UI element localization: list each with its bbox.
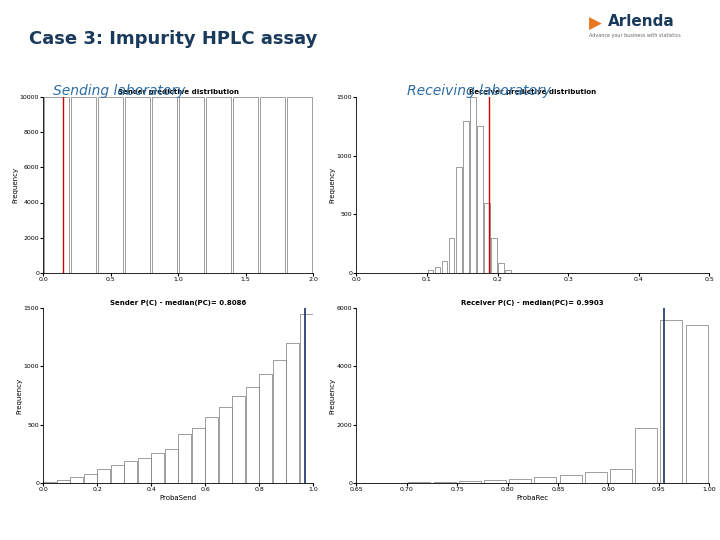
Bar xyxy=(477,126,482,273)
Bar xyxy=(205,417,218,483)
Bar xyxy=(44,97,69,273)
Bar xyxy=(534,477,557,483)
Bar xyxy=(459,481,481,483)
Bar xyxy=(685,325,708,483)
Y-axis label: Frequency: Frequency xyxy=(329,167,336,203)
Bar xyxy=(505,271,511,273)
Bar xyxy=(233,395,246,483)
Bar xyxy=(635,428,657,483)
Bar xyxy=(97,469,110,483)
Bar xyxy=(470,97,476,273)
Bar xyxy=(442,261,447,273)
Bar xyxy=(484,202,490,273)
Text: Sending laboratory: Sending laboratory xyxy=(53,84,185,98)
Bar xyxy=(287,97,312,273)
Bar xyxy=(111,464,124,483)
Bar xyxy=(179,97,204,273)
Text: 20: 20 xyxy=(351,518,369,532)
Text: ▶: ▶ xyxy=(589,15,602,33)
Bar xyxy=(138,457,151,483)
Y-axis label: Frequency: Frequency xyxy=(16,377,22,414)
Bar xyxy=(484,480,506,483)
Bar xyxy=(433,482,456,483)
Bar xyxy=(585,472,607,483)
Bar xyxy=(43,482,56,483)
Bar xyxy=(498,264,504,273)
Title: Receiver P(C) - median(PC)= 0.9903: Receiver P(C) - median(PC)= 0.9903 xyxy=(462,300,604,306)
Y-axis label: Frequency: Frequency xyxy=(329,377,336,414)
Bar xyxy=(219,407,232,483)
Bar xyxy=(610,469,632,483)
Bar xyxy=(125,461,138,483)
Bar xyxy=(408,482,431,483)
Title: Sender predictive distribution: Sender predictive distribution xyxy=(118,90,238,96)
Bar xyxy=(428,271,433,273)
Text: Case 3: Impurity HPLC assay: Case 3: Impurity HPLC assay xyxy=(29,30,318,48)
Bar xyxy=(84,474,97,483)
Bar xyxy=(287,343,300,483)
Bar xyxy=(151,453,164,483)
Bar xyxy=(98,97,123,273)
Title: Receiver predictive distribution: Receiver predictive distribution xyxy=(469,90,596,96)
Bar xyxy=(273,361,286,483)
Bar xyxy=(71,97,96,273)
Bar xyxy=(449,238,454,273)
Title: Sender P(C) - median(PC)= 0.8086: Sender P(C) - median(PC)= 0.8086 xyxy=(110,300,246,306)
Bar xyxy=(463,120,469,273)
Bar xyxy=(300,314,313,483)
Bar xyxy=(509,478,531,483)
Bar xyxy=(491,238,497,273)
Bar xyxy=(559,475,582,483)
Bar xyxy=(260,97,285,273)
X-axis label: ProbaRec: ProbaRec xyxy=(517,495,549,501)
Bar xyxy=(259,375,272,483)
Text: Advance your business with statistics: Advance your business with statistics xyxy=(589,33,680,38)
Bar xyxy=(165,449,178,483)
Bar xyxy=(179,434,192,483)
Bar xyxy=(57,481,70,483)
Bar xyxy=(660,320,683,483)
X-axis label: ProbaSend: ProbaSend xyxy=(160,495,197,501)
Bar xyxy=(125,97,150,273)
Y-axis label: Frequency: Frequency xyxy=(12,167,18,203)
Text: Arlenda: Arlenda xyxy=(608,14,675,29)
Bar xyxy=(192,428,205,483)
Bar xyxy=(456,167,462,273)
Bar xyxy=(152,97,177,273)
Bar xyxy=(435,267,441,273)
Bar xyxy=(233,97,258,273)
Bar xyxy=(71,477,84,483)
Text: Receiving laboratory: Receiving laboratory xyxy=(407,84,551,98)
Bar xyxy=(246,387,259,483)
Bar xyxy=(206,97,231,273)
